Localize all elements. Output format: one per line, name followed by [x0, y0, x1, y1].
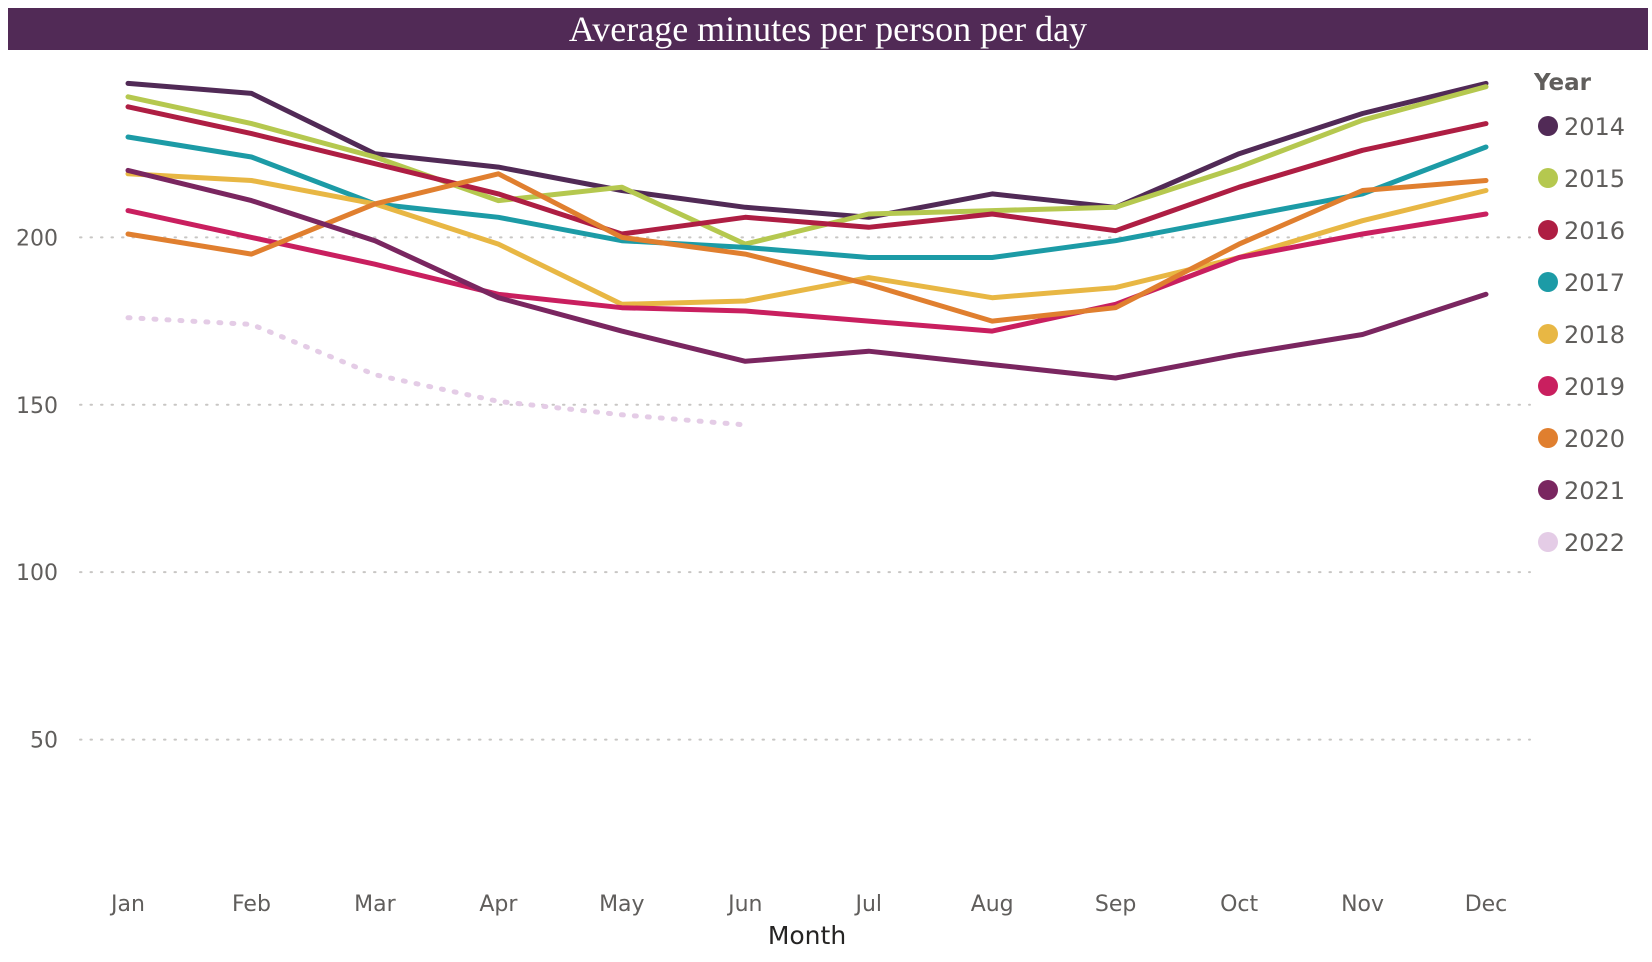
series-line-2018[interactable] [125, 171, 1489, 307]
x-tick-label: Dec [1465, 892, 1508, 917]
legend-title: Year [1533, 70, 1592, 96]
legend-marker-2021 [1538, 480, 1558, 500]
x-tick-label: Mar [354, 892, 396, 917]
series-line-2020[interactable] [125, 171, 1489, 324]
series-line-2022[interactable] [125, 315, 748, 428]
legend-entry-2022[interactable]: 2022 [1564, 529, 1625, 557]
legend-entry-2015[interactable]: 2015 [1564, 165, 1625, 193]
legend-entry-2020[interactable]: 2020 [1564, 425, 1625, 453]
x-axis: Jan Feb Mar Apr May Jun Jul Aug Sep Oct Nov Dec [109, 892, 1507, 917]
series-line-2015[interactable] [125, 84, 1489, 247]
legend-entry-2017[interactable]: 2017 [1564, 269, 1625, 297]
y-tick-label: 150 [16, 394, 58, 419]
legend-entry-2014[interactable]: 2014 [1564, 113, 1625, 141]
legend-marker-2014 [1538, 116, 1558, 136]
legend-marker-2020 [1538, 428, 1558, 448]
legend-marker-2016 [1538, 220, 1558, 240]
chart-title: Average minutes per person per day [8, 8, 1648, 50]
series-lines [125, 80, 1489, 428]
x-tick-label: Apr [479, 892, 518, 917]
x-tick-label: Nov [1341, 892, 1384, 917]
legend-entry-2016[interactable]: 2016 [1564, 217, 1625, 245]
y-tick-label: 100 [16, 561, 58, 586]
legend-marker-2022 [1538, 532, 1558, 552]
gridlines [79, 236, 1531, 741]
series-line-2021[interactable] [125, 167, 1489, 381]
series-line-2019[interactable] [125, 208, 1489, 334]
legend-marker-2018 [1538, 324, 1558, 344]
y-tick-label: 50 [30, 729, 58, 754]
x-tick-label: Oct [1220, 892, 1258, 917]
series-line-2014[interactable] [125, 80, 1489, 220]
x-tick-label: Jul [853, 892, 882, 917]
legend-entry-2021[interactable]: 2021 [1564, 477, 1625, 505]
x-tick-label: Sep [1095, 892, 1136, 917]
series-line-2017[interactable] [125, 134, 1489, 260]
legend-entry-2018[interactable]: 2018 [1564, 321, 1625, 349]
legend-marker-2019 [1538, 376, 1558, 396]
x-tick-label: Jan [109, 892, 145, 917]
series-line-2016[interactable] [125, 104, 1489, 237]
legend-marker-2015 [1538, 168, 1558, 188]
legend-marker-2017 [1538, 272, 1558, 292]
y-axis: 50 100 150 200 [16, 226, 58, 753]
x-tick-label: Feb [232, 892, 271, 917]
legend-entry-2019[interactable]: 2019 [1564, 373, 1625, 401]
x-tick-label: Aug [971, 892, 1014, 917]
legend[interactable]: Year 2014 2015 2016 2017 2018 2019 2020 2021 202… [1533, 70, 1625, 557]
y-tick-label: 200 [16, 226, 58, 251]
x-tick-label: Jun [726, 892, 762, 917]
x-axis-label: Month [768, 921, 846, 950]
x-tick-label: May [599, 892, 644, 917]
